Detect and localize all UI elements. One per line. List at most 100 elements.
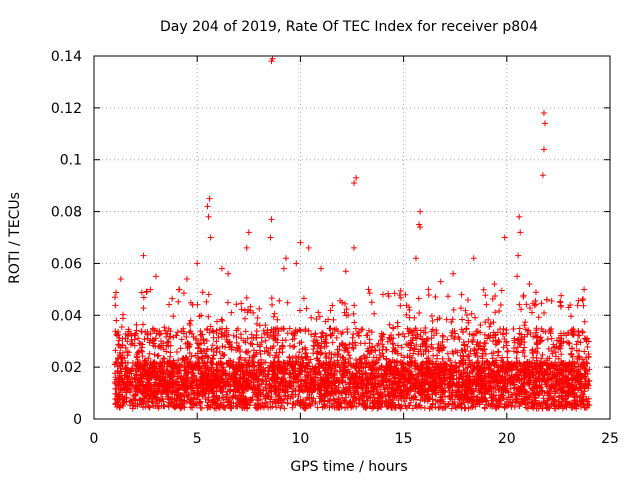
- data-point-cloud: [346, 352, 353, 359]
- data-point-cloud: [175, 357, 182, 364]
- data-point-cloud: [205, 313, 212, 320]
- data-point-cloud: [326, 404, 333, 411]
- data-point-cloud: [138, 289, 145, 296]
- data-point-cloud: [322, 350, 329, 357]
- data-point-cloud: [448, 332, 455, 339]
- data-point-cloud: [372, 347, 379, 354]
- data-point-cloud: [229, 394, 236, 401]
- data-point-cloud: [500, 344, 507, 351]
- data-point-cloud: [206, 329, 213, 336]
- data-point-cloud: [574, 338, 581, 345]
- data-point-cloud: [146, 404, 153, 411]
- data-point-cloud: [482, 292, 489, 299]
- data-point-cloud: [522, 319, 529, 326]
- data-point-cloud: [557, 359, 564, 366]
- data-point-cloud: [297, 327, 304, 334]
- data-point-cloud: [300, 295, 307, 302]
- data-point-cloud: [149, 325, 156, 332]
- data-point-cloud: [510, 325, 517, 332]
- data-point-cloud: [209, 342, 216, 349]
- data-point-cloud: [428, 313, 435, 320]
- data-point-cloud: [200, 336, 207, 343]
- data-point-cloud: [186, 349, 193, 356]
- data-point-cloud: [550, 344, 557, 351]
- data-point-cloud: [298, 377, 305, 384]
- data-point-cloud: [436, 315, 443, 322]
- data-point-cloud: [385, 293, 392, 300]
- data-point-cloud: [361, 354, 368, 361]
- data-point-cloud: [253, 335, 260, 342]
- data-point-cloud: [521, 322, 528, 329]
- data-point-cloud: [113, 289, 120, 296]
- data-point-cloud: [581, 348, 588, 355]
- data-point-cloud: [576, 347, 583, 354]
- data-point-cloud: [188, 353, 195, 360]
- data-point-cloud: [448, 319, 455, 326]
- data-point-cloud: [216, 326, 223, 333]
- data-point-cloud: [386, 321, 393, 328]
- data-point-cloud: [519, 349, 526, 356]
- data-point-cloud: [165, 402, 172, 409]
- data-point-cloud: [136, 340, 143, 347]
- data-point-cloud: [349, 334, 356, 341]
- data-point-cloud: [538, 300, 545, 307]
- data-point-cloud: [178, 336, 185, 343]
- data-point-cloud: [156, 331, 163, 338]
- data-point-cloud: [567, 301, 574, 308]
- data-point-cloud: [448, 405, 455, 412]
- data-point-cloud: [472, 314, 479, 321]
- data-point-cloud: [241, 315, 248, 322]
- data-point-cloud: [445, 293, 452, 300]
- data-point-cloud: [286, 353, 293, 360]
- grid-lines: [94, 56, 610, 419]
- data-point-cloud: [274, 325, 281, 332]
- data-point-cloud: [542, 328, 549, 335]
- data-point-cloud: [163, 330, 170, 337]
- data-point-cloud: [403, 367, 410, 374]
- data-point-cloud: [390, 344, 397, 351]
- data-point-cloud: [152, 335, 159, 342]
- data-point-cloud: [291, 330, 298, 337]
- data-point-cloud: [529, 346, 536, 353]
- data-point-cloud: [254, 315, 261, 322]
- data-point-cloud: [286, 325, 293, 332]
- data-point-cloud: [308, 314, 315, 321]
- data-point-cloud: [140, 294, 147, 301]
- data-point-cloud: [151, 351, 158, 358]
- data-point-cloud: [499, 331, 506, 338]
- data-point-cloud: [371, 310, 378, 317]
- data-point-cloud: [189, 404, 196, 411]
- data-point-cloud: [523, 301, 530, 308]
- data-point-cloud: [498, 287, 505, 294]
- data-point-cloud: [233, 327, 240, 334]
- data-point-cloud: [481, 331, 488, 338]
- data-point-cloud: [449, 316, 456, 323]
- data-point-cloud: [214, 344, 221, 351]
- data-point-cloud: [544, 336, 551, 343]
- data-point-cloud: [504, 348, 511, 355]
- data-point-cloud: [276, 297, 283, 304]
- data-point-cloud: [464, 296, 471, 303]
- data-point-cloud: [139, 348, 146, 355]
- data-point-cloud: [488, 350, 495, 357]
- data-point-cloud: [219, 317, 226, 324]
- data-point-cloud: [430, 352, 437, 359]
- data-point-cloud: [303, 305, 310, 312]
- data-point-cloud: [539, 351, 546, 358]
- data-point-cloud: [210, 328, 217, 335]
- data-point-cloud: [329, 403, 336, 410]
- data-point-cloud: [250, 309, 257, 316]
- data-point-cloud: [122, 330, 129, 337]
- data-point-cloud: [427, 359, 434, 366]
- data-point-cloud: [538, 355, 545, 362]
- data-point-cloud: [189, 366, 196, 373]
- data-point-cloud: [389, 397, 396, 404]
- data-point-cloud: [504, 354, 511, 361]
- data-point-cloud: [437, 361, 444, 368]
- data-point-cloud: [384, 338, 391, 345]
- data-point-cloud: [133, 321, 140, 328]
- data-point-cloud: [352, 325, 359, 332]
- data-point-cloud: [584, 344, 591, 351]
- data-point-cloud: [385, 290, 392, 297]
- data-point-cloud: [203, 298, 210, 305]
